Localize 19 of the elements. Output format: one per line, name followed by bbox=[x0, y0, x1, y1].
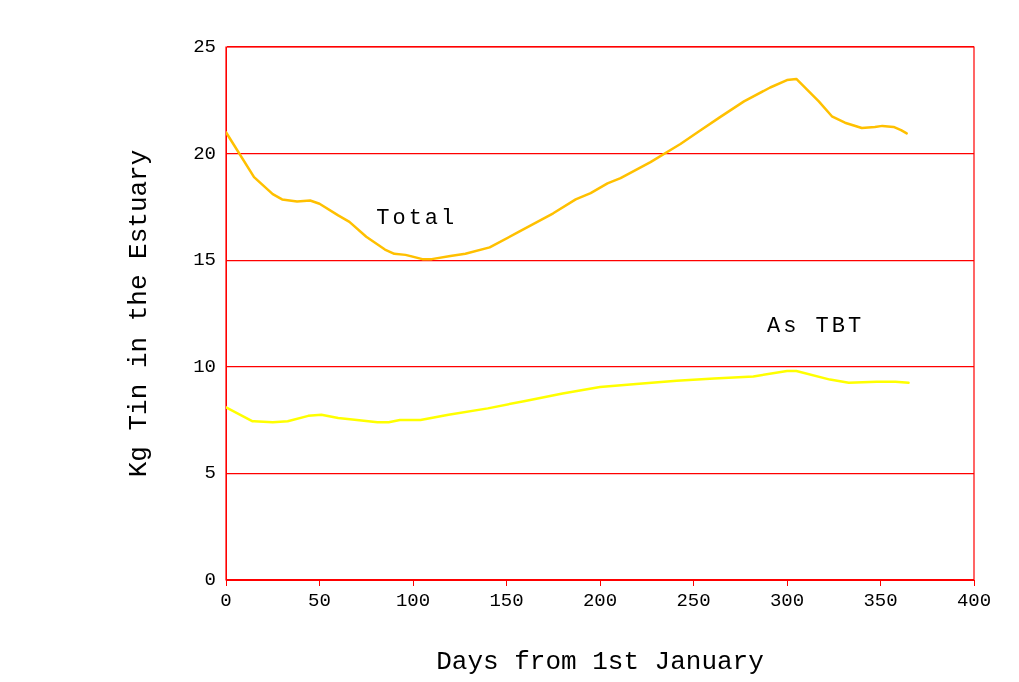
series-label: Total bbox=[376, 205, 458, 231]
series-label: As TBT bbox=[767, 313, 865, 339]
x-tick-label: 150 bbox=[489, 590, 524, 613]
y-axis-title: Kg Tin in the Estuary bbox=[124, 149, 155, 478]
y-tick-label: 15 bbox=[193, 249, 216, 272]
x-tick-label: 250 bbox=[676, 590, 711, 613]
y-tick-label: 25 bbox=[193, 36, 216, 59]
x-tick-label: 50 bbox=[308, 590, 331, 613]
x-tick-label: 300 bbox=[769, 590, 805, 613]
x-axis-title: Days from 1st January bbox=[436, 647, 764, 678]
y-tick-label: 0 bbox=[204, 569, 216, 592]
x-tick-label: 350 bbox=[863, 590, 898, 613]
y-tick-label: 20 bbox=[193, 142, 216, 165]
y-tick-label: 10 bbox=[193, 355, 216, 378]
y-tick-label: 5 bbox=[204, 462, 216, 485]
x-tick-label: 100 bbox=[395, 590, 431, 613]
x-tick-label: 400 bbox=[956, 590, 992, 613]
x-tick-label: 200 bbox=[582, 590, 618, 613]
x-tick-label: 0 bbox=[220, 590, 232, 613]
